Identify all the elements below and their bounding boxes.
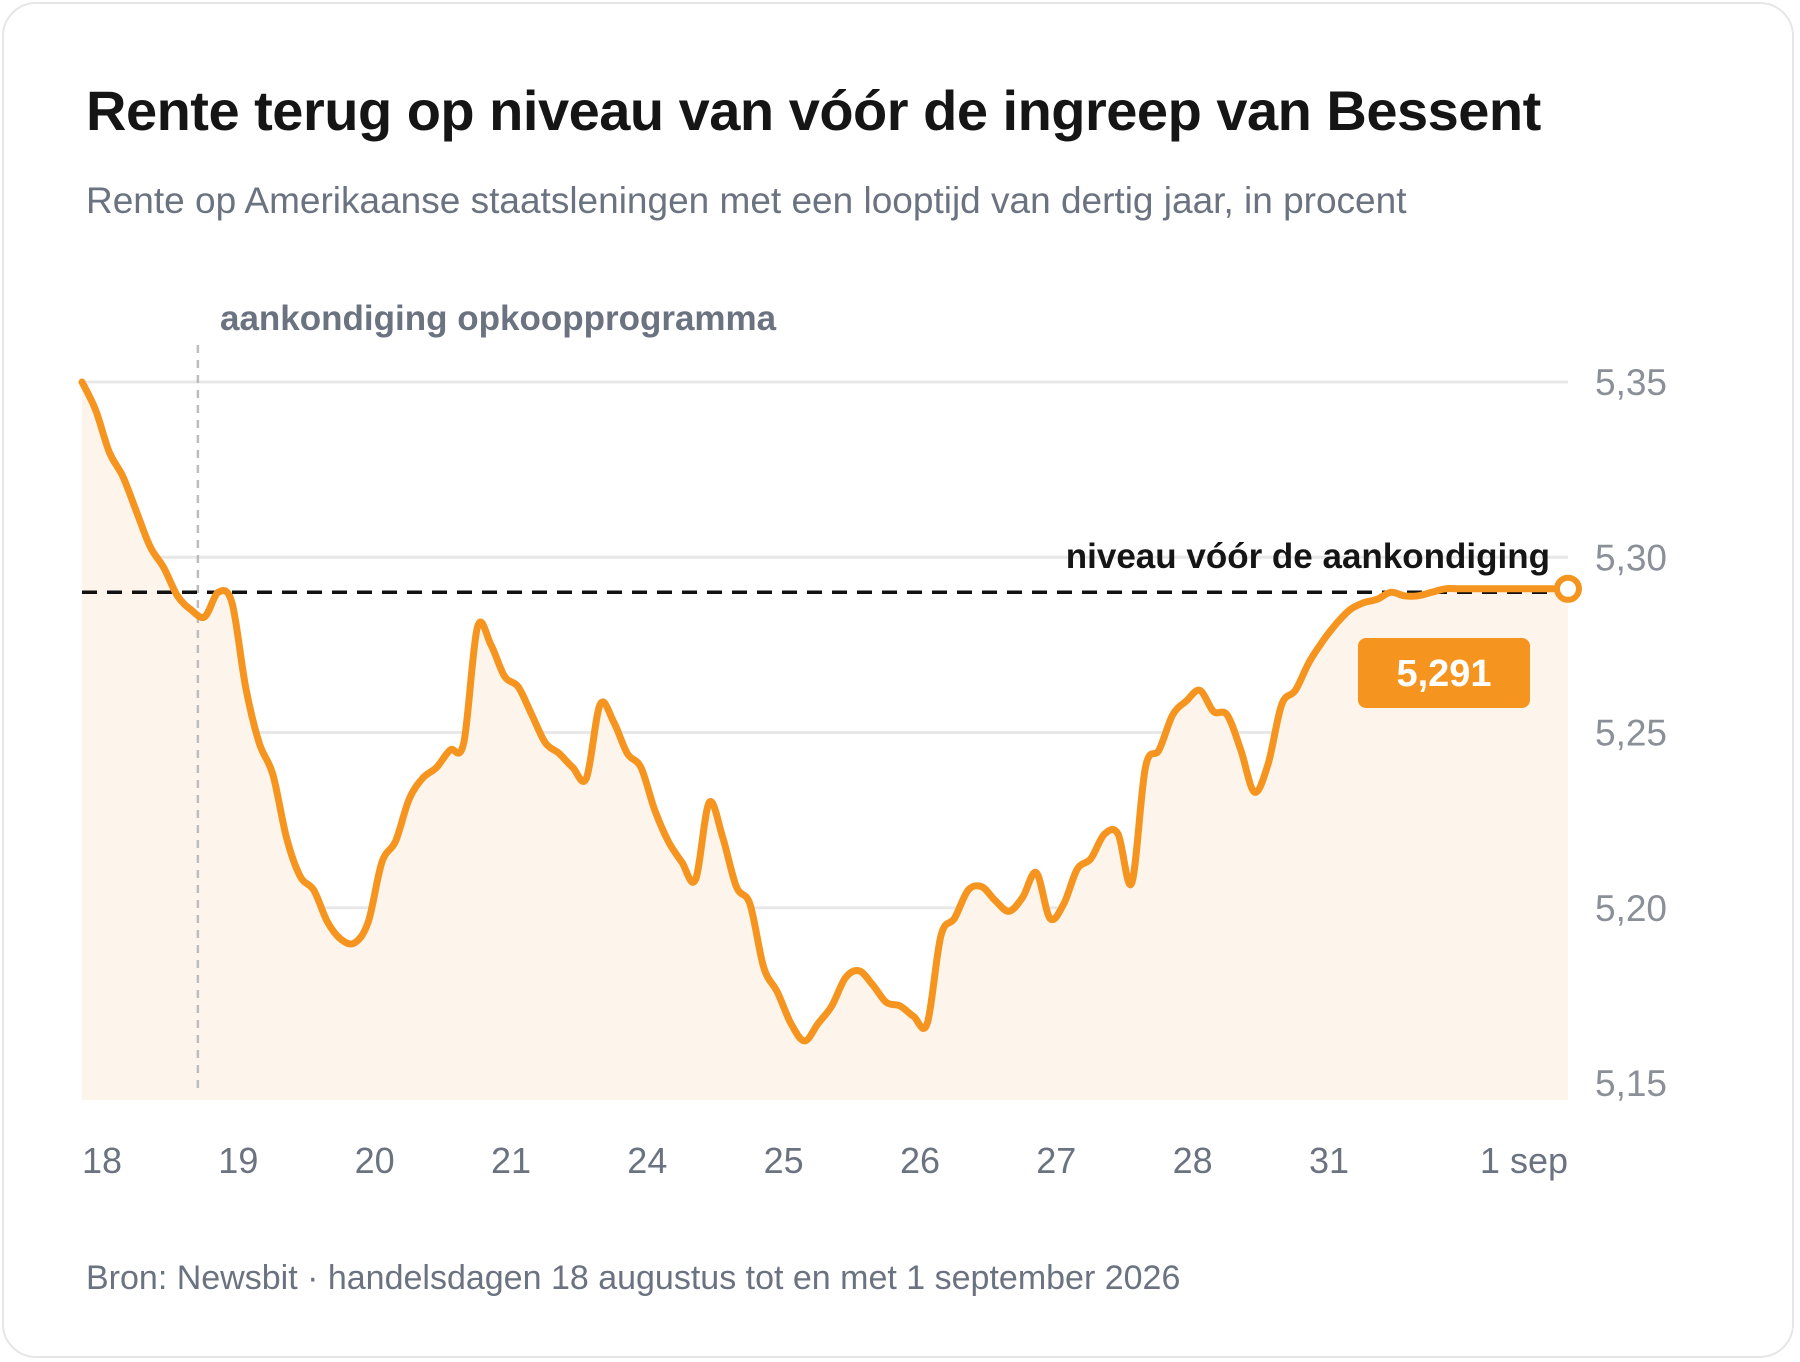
- end-point-marker: [1554, 574, 1582, 603]
- y-tick-label: 5,20: [1595, 888, 1667, 929]
- chart-title: Rente terug op niveau van vóór de ingree…: [86, 79, 1541, 142]
- series-area: [82, 382, 1568, 1100]
- value-callout: 5,291: [1358, 638, 1530, 708]
- y-tick-label: 5,15: [1595, 1063, 1667, 1104]
- x-tick-label: 24: [627, 1140, 667, 1181]
- series-line: [78, 378, 1572, 1045]
- callout-value: 5,291: [1396, 653, 1491, 695]
- event-marker: aankondiging opkoopprogramma: [196, 299, 777, 1088]
- x-tick-label: 27: [1036, 1140, 1076, 1181]
- x-tick-label: 18: [82, 1140, 122, 1181]
- event-label: aankondiging opkoopprogramma: [220, 299, 777, 338]
- source-note: Bron: Newsbit · handelsdagen 18 augustus…: [86, 1259, 1181, 1297]
- x-tick-label: 19: [218, 1140, 258, 1181]
- reference-label: niveau vóór de aankondiging: [1066, 537, 1550, 576]
- x-tick-label: 21: [491, 1140, 531, 1181]
- area-fill: [82, 382, 1568, 1100]
- x-tick-label: 31: [1309, 1140, 1349, 1181]
- y-tick-label: 5,25: [1595, 713, 1667, 754]
- y-axis-ticks: 5,35 5,30 5,25 5,20 5,15: [1595, 362, 1667, 1104]
- x-tick-label: 26: [900, 1140, 940, 1181]
- callout-box: [1358, 638, 1530, 708]
- reference-marker: niveau vóór de aankondiging: [82, 537, 1568, 595]
- x-tick-label: 20: [355, 1140, 395, 1181]
- x-tick-label: 25: [764, 1140, 804, 1181]
- series-line-group: [78, 378, 1582, 1045]
- y-tick-label: 5,30: [1595, 537, 1667, 578]
- chart-subtitle: Rente op Amerikaanse staatsleningen met …: [86, 180, 1407, 221]
- y-tick-label: 5,35: [1595, 362, 1667, 403]
- x-tick-label: 28: [1173, 1140, 1213, 1181]
- x-axis-ticks: 18 19 20 21 24 25 26 27 28 31 1 sep: [82, 1140, 1568, 1181]
- x-tick-label: 1 sep: [1480, 1140, 1568, 1181]
